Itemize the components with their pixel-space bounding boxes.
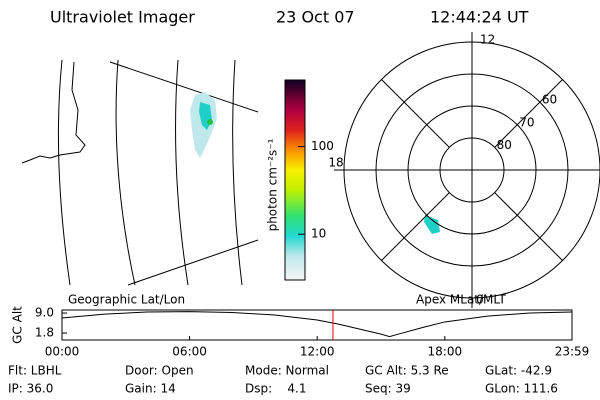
- time: 12:44:24 UT: [430, 8, 529, 27]
- polar-ring-label: 60: [542, 93, 557, 107]
- status-field: Seq: 39: [365, 382, 411, 396]
- geographic-map: [21, 59, 259, 286]
- x-tick-label: 00:00: [45, 345, 80, 359]
- x-tick-label: 12:00: [300, 345, 335, 359]
- x-tick-label: 18:00: [428, 345, 463, 359]
- status-field: Dsp: 4.1: [245, 382, 307, 396]
- map-label: Geographic Lat/Lon: [68, 293, 185, 307]
- polar-ring-label: 70: [519, 115, 534, 129]
- x-tick-label: 23:59: [555, 345, 590, 359]
- status-field: Door: Open: [125, 364, 194, 378]
- timeline-frame: [61, 309, 573, 341]
- y-tick-label: 1.8: [35, 326, 54, 340]
- colorbar-tick-label: 100: [311, 139, 334, 153]
- polar-mlt-label: 12: [480, 33, 495, 47]
- title: Ultraviolet Imager: [50, 8, 195, 27]
- aurora: [424, 215, 440, 234]
- polar-ring-label: 80: [497, 138, 512, 152]
- y-axis-label: GC Alt: [11, 306, 25, 344]
- status-field: Mode: Normal: [245, 364, 329, 378]
- status-field: IP: 36.0: [8, 382, 53, 396]
- altitude-line: [61, 311, 573, 338]
- colorbar: [284, 79, 306, 281]
- status-field: Flt: LBHL: [8, 364, 62, 378]
- x-tick-label: 06:00: [172, 345, 207, 359]
- polar-mlt-label: 0: [476, 293, 484, 307]
- polar-spoke: [494, 79, 563, 148]
- polar-label: Apex MLat/MLT: [416, 293, 506, 307]
- polar-spoke: [381, 79, 450, 148]
- aurora: [207, 119, 213, 125]
- colorbar-label: photon cm⁻²s⁻¹: [266, 138, 280, 231]
- polar-plot: [334, 32, 600, 308]
- status-field: GLon: 111.6: [485, 382, 558, 396]
- status-field: GLat: -42.9: [485, 364, 552, 378]
- status-field: GC Alt: 5.3 Re: [365, 364, 449, 378]
- status-field: Gain: 14: [125, 382, 176, 396]
- y-tick-label: 9.0: [35, 306, 54, 320]
- polar-mlt-label: 18: [328, 156, 343, 170]
- polar-spoke: [494, 192, 563, 261]
- polar-spoke: [381, 192, 450, 261]
- colorbar-tick-label: 10: [311, 227, 326, 241]
- date: 23 Oct 07: [276, 8, 355, 27]
